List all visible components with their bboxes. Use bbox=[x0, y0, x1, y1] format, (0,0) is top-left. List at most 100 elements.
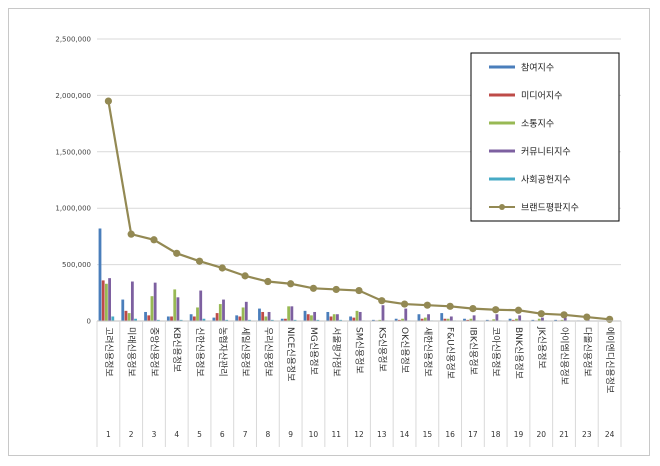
bar-4 bbox=[313, 311, 317, 321]
bar-5 bbox=[179, 319, 183, 321]
line-point bbox=[446, 302, 454, 310]
chart-svg: 0 500,000 1,000,000 1,500,000 2,000,000 2,500… bbox=[55, 36, 622, 447]
legend-label: 커뮤니티지수 bbox=[521, 147, 571, 158]
line-point bbox=[309, 284, 318, 292]
bar-4 bbox=[290, 306, 294, 321]
bar-1 bbox=[349, 316, 352, 321]
bar-2 bbox=[443, 318, 447, 321]
x-rank-label: 3 bbox=[152, 430, 157, 439]
x-category-label: KS신용정보 bbox=[376, 327, 387, 372]
x-rank-label: 8 bbox=[265, 430, 270, 439]
x-category-label: KB신용정보 bbox=[171, 327, 182, 372]
x-rank-label: 9 bbox=[288, 430, 293, 439]
bar-1 bbox=[508, 318, 512, 321]
x-rank-label: 24 bbox=[605, 430, 615, 439]
bar-1 bbox=[280, 318, 284, 321]
legend-swatch bbox=[489, 65, 515, 69]
x-rank-label: 20 bbox=[536, 430, 546, 439]
x-category-label: 우리신용정보 bbox=[262, 327, 273, 377]
x-rank-label: 1 bbox=[106, 430, 111, 439]
bar-2 bbox=[170, 316, 173, 321]
bar-4 bbox=[176, 297, 180, 321]
line-point bbox=[378, 297, 386, 305]
line-point bbox=[469, 304, 477, 313]
x-category-label: 중앙신용정보 bbox=[148, 327, 160, 377]
bar-4 bbox=[518, 315, 522, 321]
bar-1 bbox=[326, 311, 330, 321]
bar-2 bbox=[261, 311, 265, 321]
x-rank-label: 21 bbox=[559, 430, 569, 439]
line-point bbox=[332, 285, 340, 294]
bar-1 bbox=[485, 319, 489, 321]
bar-3 bbox=[492, 319, 496, 321]
legend-swatch bbox=[489, 149, 515, 153]
bar-1 bbox=[394, 318, 398, 321]
x-rank-label: 14 bbox=[400, 430, 410, 439]
bar-4 bbox=[108, 278, 111, 321]
bar-4 bbox=[495, 314, 499, 321]
x-rank-label: 13 bbox=[377, 430, 387, 439]
bar-2 bbox=[215, 313, 219, 321]
legend-label: 참여지수 bbox=[521, 62, 554, 74]
bar-4 bbox=[358, 311, 362, 321]
line-point bbox=[218, 264, 226, 272]
bar-2 bbox=[147, 315, 151, 321]
line-point bbox=[400, 300, 409, 308]
bar-5 bbox=[270, 319, 274, 321]
x-category-label: 세일신용정보 bbox=[240, 327, 251, 377]
bar-2 bbox=[101, 280, 105, 321]
line-point bbox=[173, 249, 181, 257]
bar-5 bbox=[202, 318, 206, 321]
bar-3 bbox=[355, 310, 359, 321]
x-category-label: 새한신용정보 bbox=[422, 327, 433, 377]
legend-swatch bbox=[489, 93, 515, 97]
bar-2 bbox=[420, 318, 424, 321]
x-category-label: IBK신용정보 bbox=[467, 327, 478, 375]
line-point bbox=[264, 277, 272, 286]
bar-1 bbox=[258, 308, 261, 321]
bar-2 bbox=[192, 316, 196, 321]
x-rank-label: 7 bbox=[243, 430, 248, 439]
bar-4 bbox=[336, 314, 339, 321]
bar-3 bbox=[560, 319, 564, 321]
x-category-label: 고려신용정보 bbox=[103, 327, 114, 377]
bar-4 bbox=[222, 299, 225, 321]
bar-1 bbox=[303, 310, 307, 321]
bar-2 bbox=[466, 319, 470, 321]
bar-5 bbox=[225, 319, 229, 321]
x-rank-label: 5 bbox=[197, 430, 202, 439]
legend-label: 브랜드평판지수 bbox=[521, 203, 579, 214]
bar-1 bbox=[440, 313, 444, 321]
bar-1 bbox=[531, 319, 535, 321]
x-category-label: 아이엠신용정보 bbox=[559, 327, 571, 385]
line-point bbox=[241, 272, 249, 280]
line-point bbox=[127, 230, 135, 238]
bar-1 bbox=[463, 318, 466, 321]
line-point bbox=[355, 286, 363, 295]
x-rank-label: 15 bbox=[423, 430, 433, 439]
bar-3 bbox=[150, 296, 154, 321]
x-category-label: 서울평가정보 bbox=[331, 327, 342, 377]
bar-3 bbox=[401, 318, 404, 321]
x-rank-label: 11 bbox=[331, 430, 341, 439]
bar-2 bbox=[124, 310, 128, 321]
y-tick-label: 2,000,000 bbox=[55, 92, 91, 100]
bar-4 bbox=[381, 305, 385, 321]
bar-4 bbox=[199, 290, 203, 321]
bar-4 bbox=[153, 282, 157, 321]
bar-2 bbox=[238, 316, 242, 321]
bar-3 bbox=[423, 317, 427, 321]
bar-3 bbox=[446, 318, 450, 321]
bar-1 bbox=[189, 314, 193, 321]
x-category-label: 에이엔디신용정보 bbox=[604, 327, 615, 393]
bar-1 bbox=[166, 316, 170, 321]
bar-5 bbox=[134, 318, 137, 321]
x-rank-label: 17 bbox=[468, 430, 478, 439]
x-category-label: NICE신용정보 bbox=[285, 327, 296, 381]
x-category-label: OK신용정보 bbox=[399, 327, 410, 373]
x-category-label: BNK신용정보 bbox=[513, 327, 524, 379]
axis-layer: 0 500,000 1,000,000 1,500,000 2,000,000 2,500… bbox=[55, 36, 622, 447]
bar-3 bbox=[173, 289, 177, 321]
legend-swatch bbox=[489, 121, 515, 125]
bar-2 bbox=[306, 314, 310, 321]
